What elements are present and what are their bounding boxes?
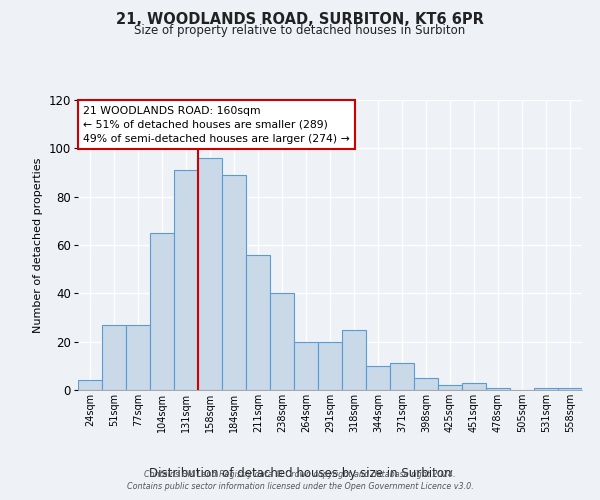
Text: Contains HM Land Registry data © Crown copyright and database right 2024.
Contai: Contains HM Land Registry data © Crown c… <box>127 470 473 491</box>
Bar <box>342 330 366 390</box>
Bar <box>438 385 462 390</box>
Bar <box>318 342 342 390</box>
Bar <box>174 170 198 390</box>
Bar <box>150 233 174 390</box>
Bar <box>534 388 558 390</box>
Text: 21 WOODLANDS ROAD: 160sqm
← 51% of detached houses are smaller (289)
49% of semi: 21 WOODLANDS ROAD: 160sqm ← 51% of detac… <box>83 106 350 144</box>
Bar <box>366 366 390 390</box>
Bar <box>462 383 486 390</box>
Bar <box>294 342 318 390</box>
Bar <box>390 364 414 390</box>
Bar <box>414 378 438 390</box>
Text: Distribution of detached houses by size in Surbiton: Distribution of detached houses by size … <box>149 467 451 480</box>
Text: Size of property relative to detached houses in Surbiton: Size of property relative to detached ho… <box>134 24 466 37</box>
Bar <box>222 175 246 390</box>
Bar <box>102 325 126 390</box>
Bar <box>246 254 270 390</box>
Bar <box>270 294 294 390</box>
Bar <box>198 158 222 390</box>
Y-axis label: Number of detached properties: Number of detached properties <box>33 158 43 332</box>
Bar <box>78 380 102 390</box>
Bar <box>558 388 582 390</box>
Text: 21, WOODLANDS ROAD, SURBITON, KT6 6PR: 21, WOODLANDS ROAD, SURBITON, KT6 6PR <box>116 12 484 28</box>
Bar <box>486 388 510 390</box>
Bar <box>126 325 150 390</box>
